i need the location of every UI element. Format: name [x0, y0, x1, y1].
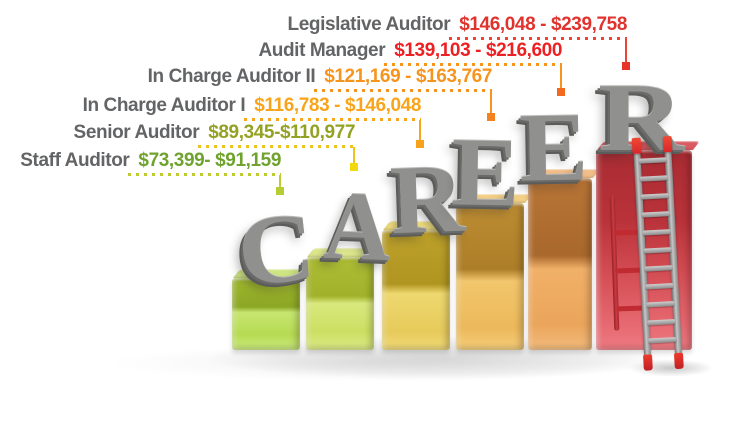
leader-dotted-line	[128, 173, 281, 176]
ladder-rung	[643, 247, 672, 254]
salary-range: $139,103 - $216,600	[394, 40, 562, 61]
ladder-rung	[646, 301, 675, 308]
job-title: In Charge Auditor II	[147, 66, 316, 87]
bar-in-charge-auditor-1	[382, 230, 450, 350]
job-title: In Charge Auditor I	[82, 95, 246, 116]
salary-range: $121,169 - $163,767	[324, 66, 492, 87]
level-row-audit-manager: Audit Manager $139,103 - $216,600	[258, 40, 565, 96]
leader-dotted-line	[449, 37, 627, 40]
level-row-staff-auditor: Staff Auditor $73,399- $91,159	[20, 150, 284, 195]
leader-end-marker	[487, 113, 495, 121]
leader-end-marker	[557, 88, 565, 96]
salary-range: $73,399- $91,159	[138, 150, 281, 171]
leader-end-marker	[276, 187, 284, 195]
leader-vertical-line	[353, 147, 355, 163]
ladder-rung	[645, 283, 674, 290]
bar-audit-manager	[528, 178, 592, 350]
leader-end-marker	[622, 62, 630, 70]
job-title: Staff Auditor	[20, 150, 130, 171]
leader-vertical-line	[490, 91, 492, 113]
ladder-foot	[673, 352, 684, 370]
ladder-rung	[638, 157, 667, 164]
ladder-top-clamp	[631, 137, 642, 155]
bar-senior-auditor	[306, 257, 374, 350]
leader-dotted-line	[384, 63, 562, 66]
leader-vertical-line	[279, 175, 281, 187]
ladder-rung	[639, 175, 668, 182]
leader-end-marker	[350, 163, 358, 171]
job-title: Legislative Auditor	[287, 14, 451, 35]
career-letter-a: A	[321, 171, 393, 283]
ladder-rung	[642, 229, 671, 236]
ladder-foot	[643, 354, 653, 371]
leader-vertical-line	[625, 39, 627, 62]
level-row-in-charge-auditor-2: In Charge Auditor II $121,169 - $163,767	[147, 66, 495, 121]
career-letter-e: E	[518, 93, 589, 203]
ladder-rung	[644, 265, 673, 272]
career-letter-e: E	[450, 118, 521, 228]
leader-vertical-line	[560, 65, 562, 88]
leader-dotted-line	[198, 145, 355, 148]
salary-range: $146,048 - $239,758	[459, 14, 627, 35]
ladder-shadow	[612, 356, 730, 380]
level-row-senior-auditor: Senior Auditor $89,345-$110,977	[73, 122, 358, 171]
leader-end-marker	[416, 140, 424, 148]
bar-in-charge-auditor-2	[456, 203, 524, 350]
ladder-rung	[640, 193, 669, 200]
ladder-rung	[641, 211, 670, 218]
ladder-rung	[647, 319, 676, 326]
ladder-top-clamp	[662, 135, 673, 153]
red-ladder-rung	[616, 305, 645, 312]
salary-range: $89,345-$110,977	[208, 122, 355, 143]
job-title: Audit Manager	[258, 40, 386, 61]
level-row-legislative-auditor: Legislative Auditor $146,048 - $239,758	[287, 14, 630, 70]
leader-vertical-line	[419, 120, 421, 140]
ladder-rung	[648, 337, 677, 344]
job-title: Senior Auditor	[73, 122, 200, 143]
salary-range: $116,783 - $146,048	[254, 95, 421, 116]
level-row-in-charge-auditor-1: In Charge Auditor I $116,783 - $146,048	[82, 95, 424, 148]
bar-staff-auditor	[232, 278, 300, 350]
career-letter-c: C	[233, 192, 320, 308]
leader-dotted-line	[314, 89, 492, 92]
leader-dotted-line	[244, 118, 421, 121]
